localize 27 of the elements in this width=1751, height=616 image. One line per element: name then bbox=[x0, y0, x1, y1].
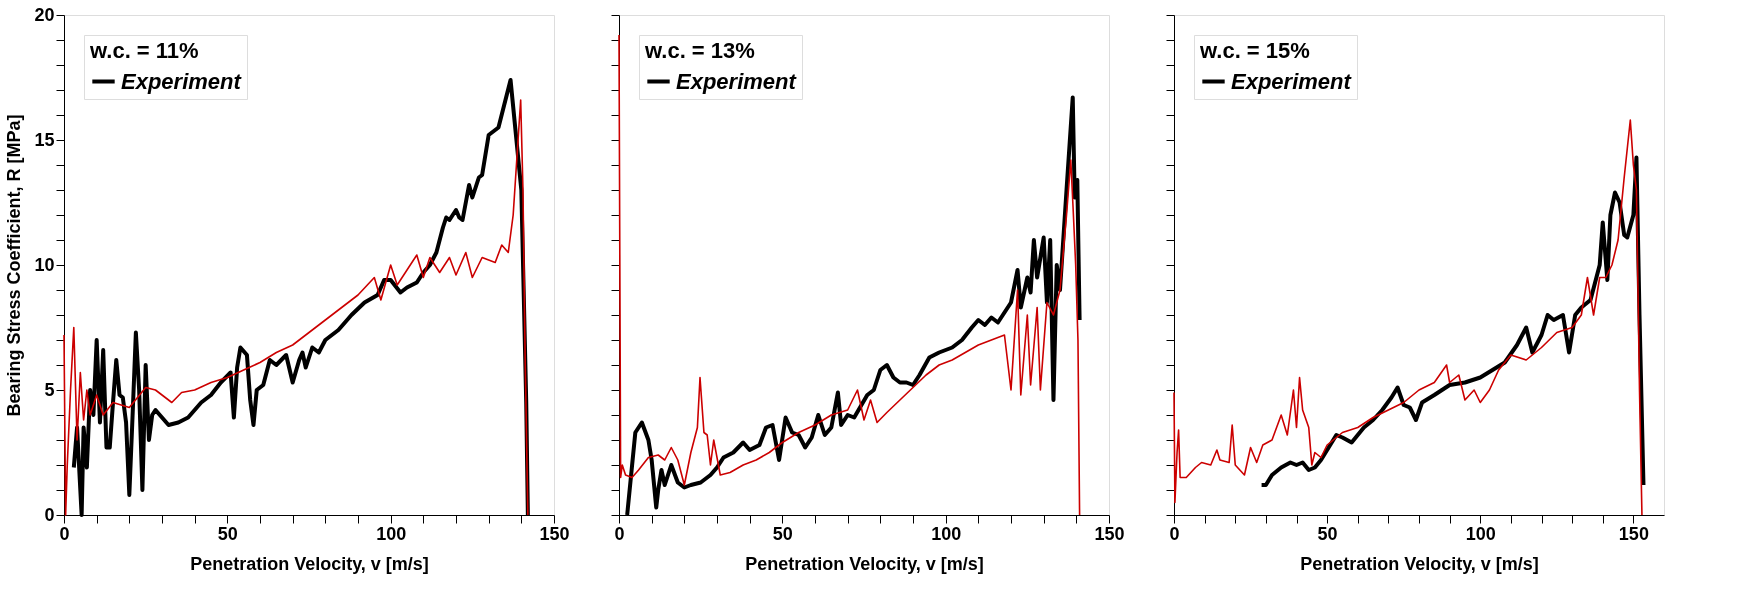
legend-label: Experiment bbox=[1231, 68, 1353, 94]
x-tick-label: 150 bbox=[1094, 523, 1125, 544]
x-tick-label: 100 bbox=[376, 523, 407, 544]
legend-title: w.c. = 13% bbox=[644, 38, 755, 63]
legend-label: Experiment bbox=[676, 68, 798, 94]
x-tick-label: 50 bbox=[217, 523, 238, 544]
x-tick-label: 50 bbox=[772, 523, 793, 544]
x-tick-label: 150 bbox=[1618, 523, 1649, 544]
x-axis-title: Penetration Velocity, v [m/s] bbox=[745, 553, 984, 574]
x-tick-label: 0 bbox=[614, 523, 625, 544]
x-tick-label: 150 bbox=[539, 523, 570, 544]
legend-title: w.c. = 15% bbox=[1199, 38, 1310, 63]
x-tick-label: 0 bbox=[59, 523, 70, 544]
y-tick-label: 20 bbox=[34, 4, 55, 25]
x-tick-label: 100 bbox=[931, 523, 962, 544]
y-tick-label: 15 bbox=[34, 129, 55, 150]
x-axis-title: Penetration Velocity, v [m/s] bbox=[1300, 553, 1539, 574]
y-axis-title: Bearing Stress Coefficient, R [MPa] bbox=[4, 114, 25, 417]
legend-title: w.c. = 11% bbox=[89, 38, 199, 63]
x-tick-label: 0 bbox=[1169, 523, 1180, 544]
x-axis-title: Penetration Velocity, v [m/s] bbox=[190, 553, 429, 574]
y-tick-label: 5 bbox=[44, 379, 55, 400]
x-tick-label: 100 bbox=[1465, 523, 1496, 544]
x-tick-label: 50 bbox=[1317, 523, 1338, 544]
y-tick-label: 0 bbox=[44, 504, 55, 525]
y-tick-label: 10 bbox=[34, 254, 55, 275]
legend-label: Experiment bbox=[121, 68, 243, 94]
